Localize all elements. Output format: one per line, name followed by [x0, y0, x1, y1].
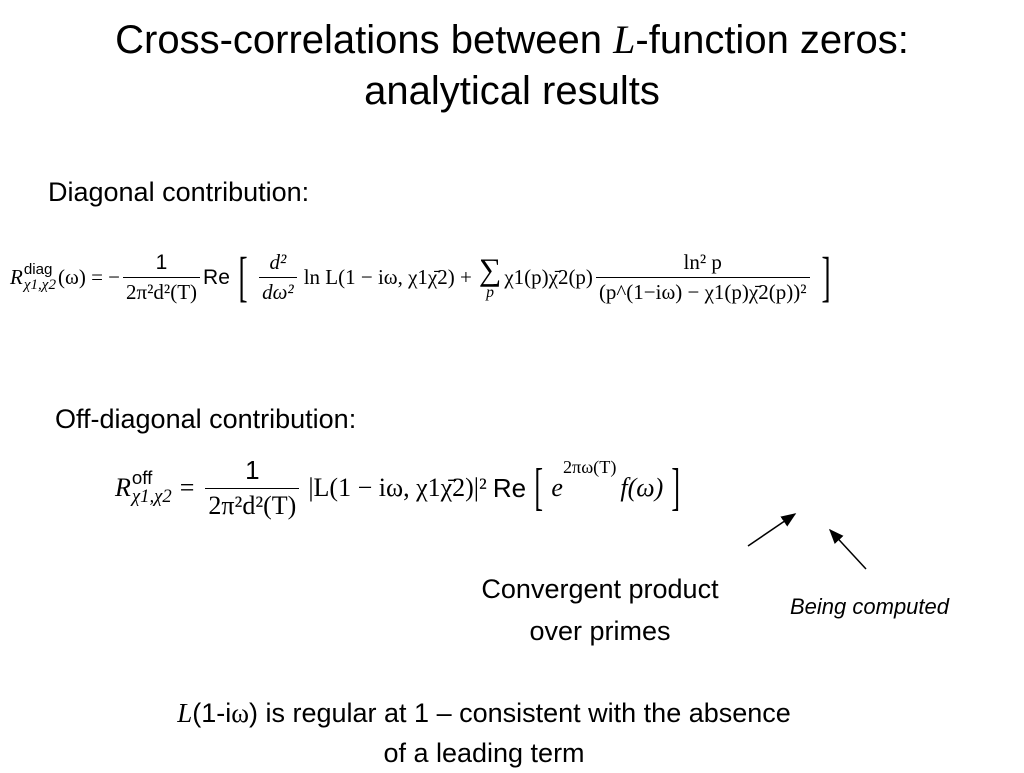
- title-text-post: -function zeros:: [635, 18, 909, 62]
- sigma: ∑: [478, 251, 502, 287]
- title-L: L: [613, 17, 636, 62]
- exp-power: 2πω(T): [562, 457, 617, 477]
- right-bracket: ]: [821, 246, 831, 308]
- bottom-line2: of a leading term: [383, 738, 585, 768]
- denominator: dω²: [259, 277, 297, 305]
- fraction-prefactor: 1 2π²d²(T): [123, 250, 201, 305]
- denominator: 2π²d²(T): [123, 276, 201, 305]
- offdiagonal-label: Off-diagonal contribution:: [55, 404, 357, 434]
- convergent-line2: over primes: [529, 616, 671, 646]
- denominator: (p^(1−iω) − χ1(p)χ̄2(p))²: [595, 277, 810, 305]
- title-text: Cross-correlations between: [115, 18, 614, 62]
- L-symbol: L: [177, 698, 193, 728]
- R-subscript: χ1,χ2: [131, 486, 172, 507]
- R-superscript: diag: [23, 261, 53, 279]
- fraction-prefactor: 1 2π²d²(T): [205, 455, 300, 521]
- being-computed-annotation: Being computed: [790, 594, 949, 619]
- title-line2: analytical results: [364, 69, 660, 113]
- numerator: 1: [245, 455, 260, 485]
- R-subscript: χ1,χ2: [23, 276, 57, 293]
- numerator: d²: [269, 250, 287, 274]
- sum-over-primes: ∑ p: [479, 254, 501, 301]
- left-bracket: [: [238, 246, 248, 308]
- equals: =: [179, 473, 195, 502]
- slide-title: Cross-correlations between L-function ze…: [0, 14, 1024, 117]
- convergent-annotation: Convergent product over primes: [440, 568, 760, 652]
- log-term: ln L(1 − iω, χ1χ̄2) +: [303, 265, 472, 289]
- omega: ω: [231, 698, 249, 728]
- arrow-convergent: [747, 513, 797, 547]
- right-bracket: ]: [671, 459, 681, 516]
- denominator: 2π²d²(T): [205, 488, 300, 521]
- modulus-term: |L(1 − iω, χ1χ̄2)|²: [308, 473, 487, 502]
- diagonal-label: Diagonal contribution:: [48, 177, 310, 207]
- re-operator: Re: [492, 472, 527, 503]
- R-superscript: off: [131, 467, 153, 489]
- re-operator: Re: [203, 265, 230, 289]
- arrow-being-computed: [828, 528, 867, 570]
- offdiagonal-formula: R off χ1,χ2 = 1 2π²d²(T) |L(1 − iω, χ1χ̄2)…: [115, 455, 689, 521]
- text: ) is regular at 1 – consistent with the …: [249, 698, 791, 728]
- numerator: ln² p: [683, 250, 722, 274]
- character-product: χ1(p)χ̄2(p): [504, 265, 593, 289]
- text: (1-i: [192, 698, 232, 728]
- diagonal-formula: R diag χ1,χ2 (ω) = − 1 2π²d²(T) Re [ d² dω²…: [10, 250, 839, 305]
- fraction-derivative: d² dω²: [259, 250, 297, 305]
- convergent-line1: Convergent product: [481, 574, 719, 604]
- lhs-rest: (ω) = −: [58, 265, 121, 289]
- sum-index: p: [486, 284, 495, 302]
- numerator: 1: [155, 250, 168, 274]
- left-bracket: [: [534, 459, 544, 516]
- fraction-prime-term: ln² p (p^(1−iω) − χ1(p)χ̄2(p))²: [595, 250, 810, 305]
- f-omega: f(ω): [620, 473, 664, 502]
- bottom-statement: L(1-iω) is regular at 1 – consistent wit…: [40, 693, 928, 773]
- R-symbol: R: [10, 265, 23, 289]
- exp-base: e: [551, 473, 563, 502]
- R-symbol: R: [115, 473, 131, 502]
